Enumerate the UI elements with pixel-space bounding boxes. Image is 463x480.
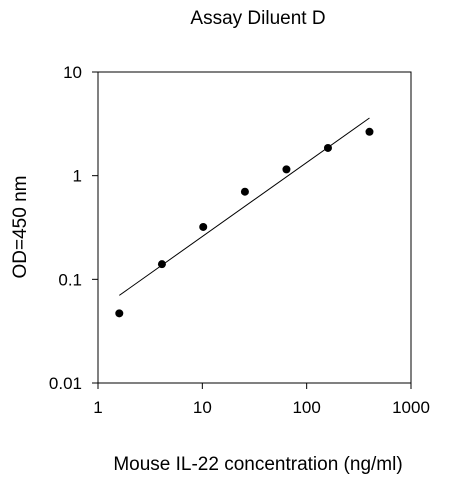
y-axis-label: OD=450 nm [10,176,31,279]
axis-ticks [92,71,412,389]
data-point [157,260,166,269]
data-point [199,222,208,231]
tick-labels: 1 10 100 1000 0.01 0.1 1 10 [49,63,430,417]
x-tick-label: 10 [193,398,212,417]
chart-title: Assay Diluent D [190,8,325,29]
data-point [323,143,332,152]
data-points [115,127,374,318]
x-tick-label: 1 [93,398,102,417]
y-tick-label: 0.01 [49,374,82,393]
y-tick-label: 10 [63,63,82,82]
y-tick-label: 1 [73,167,82,186]
x-tick-label: 100 [292,398,320,417]
x-tick-label: 1000 [392,398,430,417]
data-point [240,187,249,196]
y-tick-label: 0.1 [58,270,82,289]
data-point [282,165,291,174]
x-axis-label: Mouse IL-22 concentration (ng/ml) [113,454,402,475]
data-point [115,309,124,318]
fit-line [119,117,370,296]
plot-frame [97,71,412,384]
data-point [365,127,374,136]
